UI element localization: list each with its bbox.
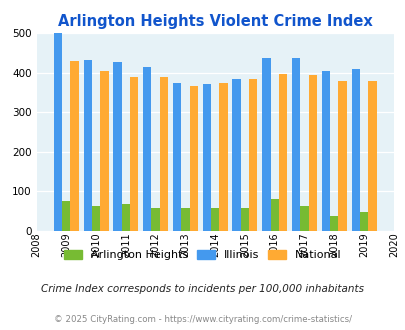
Bar xyxy=(291,57,300,231)
Bar xyxy=(211,209,219,231)
Bar xyxy=(70,61,79,231)
Bar xyxy=(321,71,329,231)
Bar xyxy=(181,208,189,231)
Bar xyxy=(173,82,181,231)
Bar xyxy=(278,74,286,231)
Bar xyxy=(113,62,121,231)
Bar xyxy=(83,59,92,231)
Bar xyxy=(143,67,151,231)
Bar xyxy=(262,57,270,231)
Bar xyxy=(151,208,160,231)
Bar xyxy=(249,79,257,231)
Bar xyxy=(329,216,338,231)
Bar xyxy=(270,199,278,231)
Bar xyxy=(219,82,227,231)
Bar xyxy=(359,212,367,231)
Bar xyxy=(189,86,197,231)
Bar xyxy=(202,84,211,231)
Text: © 2025 CityRating.com - https://www.cityrating.com/crime-statistics/: © 2025 CityRating.com - https://www.city… xyxy=(54,315,351,324)
Bar xyxy=(367,81,375,231)
Bar xyxy=(308,75,316,231)
Bar xyxy=(54,33,62,231)
Bar xyxy=(130,77,138,231)
Title: Arlington Heights Violent Crime Index: Arlington Heights Violent Crime Index xyxy=(58,14,372,29)
Bar xyxy=(160,77,168,231)
Legend: Arlington Heights, Illinois, National: Arlington Heights, Illinois, National xyxy=(64,250,341,260)
Text: Crime Index corresponds to incidents per 100,000 inhabitants: Crime Index corresponds to incidents per… xyxy=(41,284,364,294)
Bar xyxy=(92,207,100,231)
Bar xyxy=(62,201,70,231)
Bar xyxy=(300,207,308,231)
Bar xyxy=(232,79,240,231)
Bar xyxy=(240,208,249,231)
Bar xyxy=(338,81,346,231)
Bar xyxy=(122,205,130,231)
Bar xyxy=(351,69,359,231)
Bar xyxy=(100,71,108,231)
